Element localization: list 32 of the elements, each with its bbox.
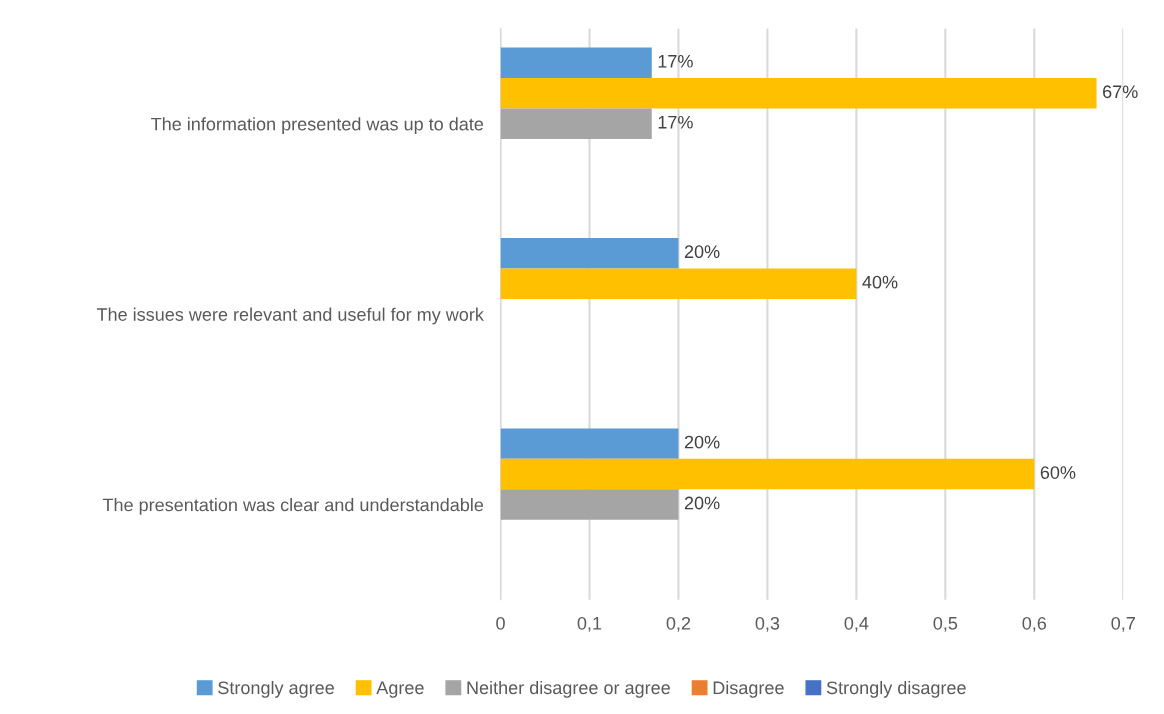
y-tick-label: The information presented was up to date [151,117,484,135]
legend-label: Agree [376,681,424,698]
legend-label: Strongly disagree [826,680,966,698]
data-label: 17% [658,54,693,68]
x-tick-label: 0,1 [577,616,602,632]
data-label: 17% [658,115,693,129]
bar [500,428,679,459]
bar [500,458,1035,490]
data-label: 40% [862,275,898,289]
data-label: 20% [684,435,720,449]
x-tick-label: 0,5 [933,616,958,632]
legend-label: Neither disagree or agree [467,680,670,698]
bar [500,78,1097,109]
x-tick-label: 0,2 [666,616,691,632]
bar [500,489,679,520]
bar [500,238,679,269]
data-label: 67% [1103,85,1138,99]
x-tick-label: 0 [496,616,505,630]
x-tick-label: 0,3 [755,616,780,632]
x-tick-label: 0,7 [1111,616,1135,632]
bar [500,268,857,299]
x-tick-label: 0,6 [1022,616,1047,632]
bar [500,108,652,139]
legend-label: Strongly agree [218,680,334,698]
bar [500,47,652,79]
legend-label: Disagree [713,680,784,698]
y-tick-label: The presentation was clear and understandable [102,498,484,515]
y-tick-label: The issues were relevant and useful for my work [96,307,484,325]
x-tick-label: 0,4 [844,616,869,632]
data-label: 20% [684,496,720,510]
data-label: 20% [684,245,720,259]
data-label: 60% [1040,466,1076,479]
